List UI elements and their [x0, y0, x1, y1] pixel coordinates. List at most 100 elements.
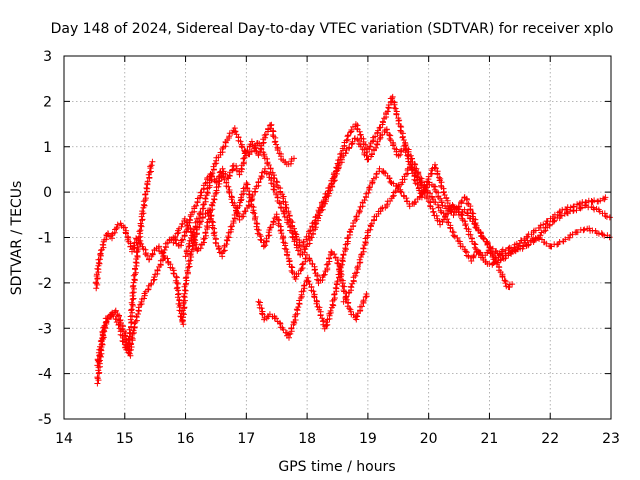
- data-point-markers: [200, 182, 213, 208]
- data-point-markers: [468, 235, 479, 253]
- data-point-markers: [558, 208, 577, 219]
- x-tick-label: 16: [177, 431, 195, 447]
- data-point-markers: [583, 202, 600, 213]
- data-point-markers: [376, 165, 387, 176]
- data-point-markers: [225, 218, 237, 241]
- data-point-markers: [560, 231, 576, 245]
- data-point-markers: [260, 227, 273, 250]
- data-point-markers: [456, 238, 468, 253]
- data-point-markers: [389, 139, 400, 158]
- data-point-markers: [310, 288, 323, 311]
- data-point-markers: [144, 158, 156, 187]
- data-point-markers: [218, 237, 231, 260]
- data-point-markers: [467, 215, 479, 231]
- data-point-markers: [462, 221, 474, 238]
- data-point-markers: [383, 195, 395, 209]
- data-point-markers: [279, 324, 290, 339]
- series-track-f: [255, 161, 613, 341]
- data-point-markers: [595, 206, 613, 221]
- data-point-markers: [535, 218, 551, 231]
- data-point-markers: [328, 164, 340, 187]
- data-point-markers: [248, 182, 262, 200]
- data-point-markers: [219, 137, 231, 156]
- data-point-markers: [280, 193, 292, 216]
- data-point-markers: [352, 121, 364, 138]
- data-point-markers: [304, 274, 315, 294]
- y-axis-title: SDTVAR / TECUs: [9, 181, 25, 296]
- series-track-a: [93, 121, 297, 292]
- data-point-markers: [164, 236, 175, 246]
- y-tick-label: -4: [38, 367, 52, 383]
- data-point-markers: [584, 225, 600, 236]
- data-point-markers: [115, 321, 128, 348]
- data-point-markers: [267, 165, 280, 185]
- data-point-markers: [358, 232, 371, 258]
- y-tick-label: -2: [38, 276, 52, 292]
- data-point-markers: [291, 295, 304, 323]
- data-series: [93, 93, 613, 387]
- data-point-markers: [431, 199, 442, 211]
- data-point-markers: [297, 246, 309, 258]
- y-tick-label: -1: [38, 231, 52, 247]
- data-point-markers: [352, 135, 364, 148]
- data-point-markers: [151, 245, 160, 254]
- axis-ticks: [63, 55, 612, 420]
- data-point-markers: [425, 198, 437, 216]
- data-point-markers: [431, 161, 444, 184]
- data-point-markers: [341, 132, 352, 150]
- data-point-markers: [547, 239, 563, 250]
- data-point-markers: [402, 139, 412, 158]
- data-point-markers: [273, 179, 286, 198]
- data-point-markers: [122, 344, 132, 356]
- data-point-markers: [431, 183, 444, 202]
- data-point-markers: [126, 327, 137, 359]
- data-point-markers: [139, 181, 151, 215]
- data-point-markers: [193, 205, 207, 222]
- data-point-markers: [383, 126, 394, 144]
- data-point-markers: [438, 179, 450, 202]
- data-point-markers: [412, 190, 424, 205]
- data-point-markers: [274, 194, 285, 211]
- data-point-markers: [358, 291, 370, 310]
- data-point-markers: [194, 241, 205, 254]
- data-point-markers: [499, 248, 514, 259]
- data-point-markers: [388, 180, 400, 190]
- data-point-markers: [172, 274, 183, 307]
- data-point-markers: [98, 241, 107, 254]
- data-point-markers: [285, 155, 297, 168]
- y-tick-labels: -5 -4 -3 -2 -1 0 1 2 3: [38, 49, 52, 428]
- data-point-markers: [292, 267, 304, 282]
- data-point-markers: [346, 272, 359, 296]
- data-point-markers: [321, 249, 335, 278]
- data-point-markers: [371, 136, 383, 154]
- data-point-markers: [475, 248, 486, 261]
- data-point-markers: [382, 170, 394, 185]
- data-point-markers: [93, 259, 103, 278]
- data-point-markers: [523, 227, 539, 241]
- data-point-markers: [122, 224, 132, 243]
- y-tick-label: 2: [43, 94, 52, 110]
- data-point-markers: [231, 125, 242, 144]
- data-point-markers: [523, 235, 539, 249]
- data-point-markers: [333, 255, 346, 287]
- data-point-markers: [200, 213, 213, 246]
- x-tick-label: 20: [420, 431, 438, 447]
- data-point-markers: [109, 311, 120, 326]
- x-tick-label: 19: [359, 431, 377, 447]
- data-point-markers: [334, 145, 346, 168]
- series-track-c: [94, 180, 370, 369]
- data-point-markers: [97, 327, 107, 350]
- x-tick-label: 15: [116, 431, 134, 447]
- data-point-markers: [137, 290, 148, 308]
- data-point-markers: [347, 306, 359, 321]
- data-point-markers: [486, 257, 504, 268]
- data-point-markers: [328, 248, 339, 261]
- data-point-markers: [104, 230, 114, 240]
- data-point-markers: [365, 178, 376, 196]
- data-point-markers: [480, 235, 491, 247]
- data-point-markers: [130, 246, 142, 286]
- x-tick-label: 23: [602, 431, 620, 447]
- data-point-markers: [359, 190, 370, 210]
- data-point-markers: [261, 313, 272, 323]
